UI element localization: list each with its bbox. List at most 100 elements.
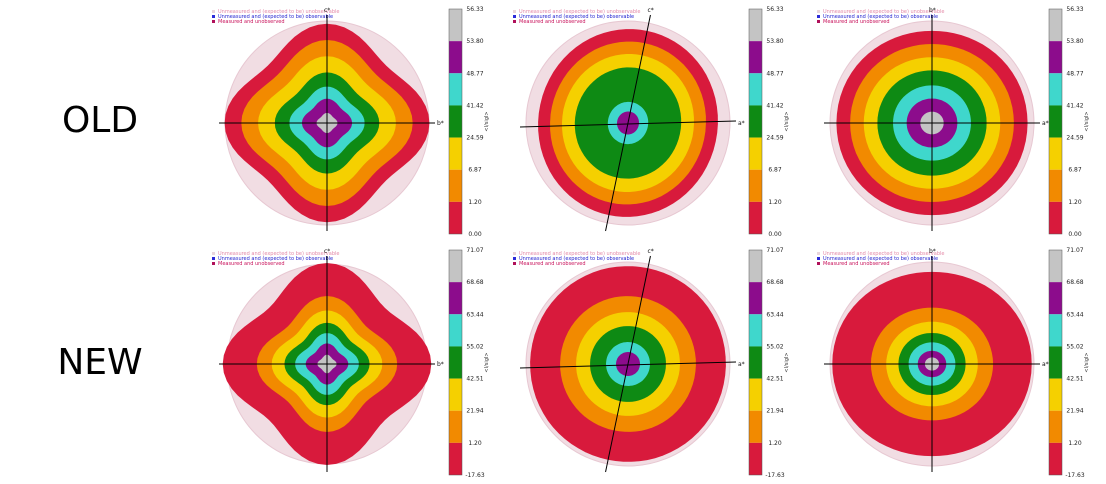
legend-entry: Unmeasured and (expected to be) unobserv… (519, 9, 640, 15)
colorbar-segment (749, 410, 762, 443)
colorbar-segment (1049, 201, 1062, 234)
colorbar-segment (749, 282, 762, 315)
colorbar-segment (1049, 282, 1062, 315)
colorbar-tick-label: 42.51 (766, 376, 783, 383)
legend-marker (212, 15, 215, 18)
colorbar-frame (748, 249, 763, 476)
colorbar-frame (1048, 8, 1063, 235)
colorbar-tick-label: 68.68 (1066, 279, 1083, 286)
colorbar-segment (1049, 410, 1062, 443)
legend-entry: Measured and unobserved (218, 261, 285, 267)
colorbar-segment (449, 105, 462, 138)
legend-marker (212, 257, 215, 260)
colorbar-tick-label: 1.20 (468, 440, 482, 447)
legend-marker (212, 20, 215, 23)
vertical-axis (605, 14, 651, 232)
colorbar-tick-label: -17.63 (465, 472, 485, 479)
colorbar-tick-label: 6.87 (768, 167, 782, 174)
colorbar-tick-label: 42.51 (1066, 376, 1083, 383)
vertical-axis-label: c* (324, 7, 330, 14)
legend-marker (513, 257, 516, 260)
colorbar-frame (448, 249, 463, 476)
legend-entry: Unmeasured and (expected to be) unobserv… (823, 251, 944, 257)
colorbar-unit-label: <I/sigI> (784, 352, 790, 372)
legend-entry: Measured and unobserved (519, 261, 586, 267)
colorbar-tick-label: 48.77 (766, 70, 783, 77)
colorbar-segment (1049, 378, 1062, 411)
row-label-old: OLD (61, 100, 139, 141)
colorbar-tick-label: 0.00 (768, 231, 782, 238)
colorbar-tick-label: 48.77 (466, 70, 483, 77)
colorbar-tick-label: -17.63 (1065, 472, 1085, 479)
colorbar-tick-label: -17.63 (765, 472, 785, 479)
colorbar-segment (749, 314, 762, 347)
legend-entry: Measured and unobserved (823, 19, 890, 25)
colorbar-segment (449, 410, 462, 443)
legend-entry: Unmeasured and (expected to be) unobserv… (519, 251, 640, 257)
horizontal-axis-label: a* (1042, 361, 1049, 368)
legend-marker (212, 10, 215, 13)
colorbar-tick-label: 21.94 (766, 408, 783, 415)
colorbar-tick-label: 53.80 (1066, 38, 1083, 45)
colorbar-segment (1049, 314, 1062, 347)
panel-old-3: Unmeasured and (expected to be) unobserv… (817, 6, 1090, 238)
horizontal-axis-label: a* (738, 120, 745, 127)
legend-marker (513, 262, 516, 265)
colorbar-unit-label: <I/sigI> (1084, 111, 1090, 131)
colorbar-tick-label: 24.59 (466, 135, 483, 142)
colorbar-tick-label: 48.77 (1066, 70, 1083, 77)
colorbar-tick-label: 56.33 (766, 6, 783, 13)
legend-entry: Unmeasured and (expected to be) unobserv… (218, 251, 339, 257)
colorbar-tick-label: 71.07 (1066, 247, 1083, 254)
colorbar-segment (1049, 169, 1062, 202)
colorbar-tick-label: 63.44 (1066, 311, 1083, 318)
colorbar-tick-label: 1.20 (1068, 199, 1082, 206)
colorbar-segment (449, 442, 462, 475)
legend-marker (212, 252, 215, 255)
panel-old-2: Unmeasured and (expected to be) unobserv… (513, 6, 790, 238)
colorbar-tick-label: 1.20 (768, 199, 782, 206)
legend-marker (513, 20, 516, 23)
colorbar-segment (749, 73, 762, 106)
colorbar-tick-label: 24.59 (766, 135, 783, 142)
colorbar-segment (1049, 137, 1062, 170)
colorbar-unit-label: <I/sigI> (484, 111, 490, 131)
legend-entry: Unmeasured and (expected to be) observab… (218, 256, 333, 262)
colorbar-tick-label: 21.94 (1066, 408, 1083, 415)
colorbar-tick-label: 55.02 (766, 343, 783, 350)
colorbar-segment (1049, 346, 1062, 379)
colorbar-segment (449, 282, 462, 315)
colorbar-frame (748, 8, 763, 235)
colorbar-segment (449, 9, 462, 42)
colorbar-tick-label: 53.80 (766, 38, 783, 45)
colorbar-segment (749, 378, 762, 411)
colorbar-unit-label: <I/sigI> (484, 352, 490, 372)
vertical-axis-label: c* (324, 248, 330, 255)
legend-marker (817, 10, 820, 13)
legend-marker (513, 252, 516, 255)
colorbar-frame (448, 8, 463, 235)
legend-entry: Unmeasured and (expected to be) observab… (218, 14, 333, 20)
colorbar-tick-label: 6.87 (1068, 167, 1082, 174)
colorbar-tick-label: 6.87 (468, 167, 482, 174)
legend-marker (212, 262, 215, 265)
colorbar-tick-label: 55.02 (466, 343, 483, 350)
colorbar-tick-label: 68.68 (766, 279, 783, 286)
colorbar-tick-label: 1.20 (468, 199, 482, 206)
legend-entry: Unmeasured and (expected to be) unobserv… (823, 9, 944, 15)
colorbar-segment (1049, 41, 1062, 74)
horizontal-axis-label: b* (437, 120, 444, 127)
legend-entry: Unmeasured and (expected to be) observab… (823, 256, 938, 262)
colorbar-tick-label: 56.33 (466, 6, 483, 13)
horizontal-axis-label: b* (437, 361, 444, 368)
colorbar-segment (449, 201, 462, 234)
colorbar-tick-label: 42.51 (466, 376, 483, 383)
legend-entry: Measured and unobserved (823, 261, 890, 267)
colorbar-segment (749, 105, 762, 138)
colorbar-segment (749, 137, 762, 170)
colorbar-segment (749, 41, 762, 74)
colorbar-tick-label: 1.20 (768, 440, 782, 447)
colorbar-segment (449, 41, 462, 74)
colorbar-segment (749, 9, 762, 42)
